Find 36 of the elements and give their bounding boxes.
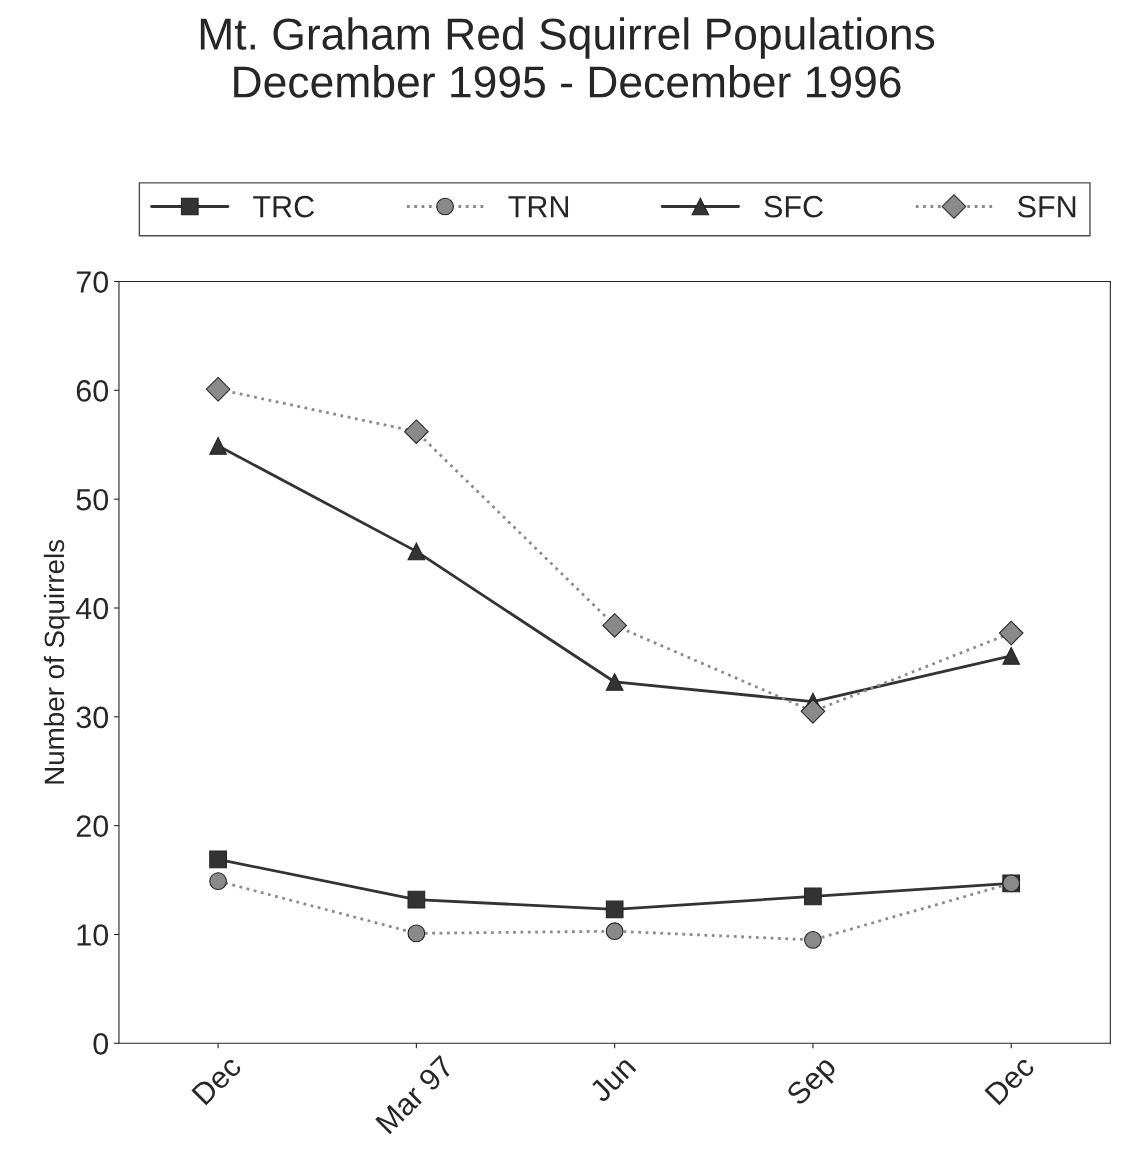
y-axis-title: Number of Squirrels bbox=[43, 539, 70, 784]
point bbox=[804, 887, 822, 906]
point bbox=[1002, 647, 1021, 665]
point bbox=[605, 900, 624, 919]
point bbox=[407, 542, 426, 561]
x-tick-label: Jun bbox=[588, 1055, 637, 1104]
legend-label: SFC bbox=[764, 195, 823, 218]
y-tick-label: 0 bbox=[93, 1033, 109, 1055]
y-tick-label: 30 bbox=[76, 706, 109, 729]
point bbox=[800, 699, 826, 724]
point bbox=[998, 620, 1024, 646]
x-tick-label: Dec bbox=[191, 1054, 243, 1106]
point bbox=[209, 436, 227, 455]
point bbox=[209, 850, 227, 869]
legend-label: TRC bbox=[253, 195, 315, 218]
y-tick-label: 10 bbox=[77, 924, 109, 946]
x-tick-label: Dec bbox=[984, 1054, 1036, 1106]
point bbox=[407, 890, 426, 909]
y-tick-label: 70 bbox=[76, 271, 109, 293]
legend-label: TRN bbox=[508, 196, 569, 218]
y-tick-label: 40 bbox=[75, 597, 109, 620]
point bbox=[804, 931, 822, 949]
point bbox=[205, 376, 231, 402]
point bbox=[602, 613, 627, 638]
point bbox=[605, 673, 624, 691]
legend-label: SFN bbox=[1018, 195, 1076, 218]
point bbox=[209, 872, 227, 890]
point bbox=[407, 924, 426, 943]
x-tick-label: Mar 97 bbox=[375, 1054, 455, 1135]
point bbox=[404, 419, 429, 444]
point bbox=[605, 922, 624, 941]
chart-title: Mt. Graham Red Squirrel Populations December 1995 - December 1996 bbox=[200, 17, 935, 98]
y-tick-label: 60 bbox=[76, 380, 109, 402]
y-tick-label: 20 bbox=[76, 815, 109, 838]
y-tick-label: 50 bbox=[76, 488, 109, 511]
x-tick-label: Sep bbox=[785, 1054, 842, 1111]
